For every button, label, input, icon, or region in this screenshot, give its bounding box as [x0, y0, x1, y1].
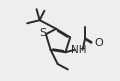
Text: O: O — [94, 38, 103, 48]
Text: NH: NH — [71, 45, 87, 55]
Text: S: S — [39, 28, 46, 38]
